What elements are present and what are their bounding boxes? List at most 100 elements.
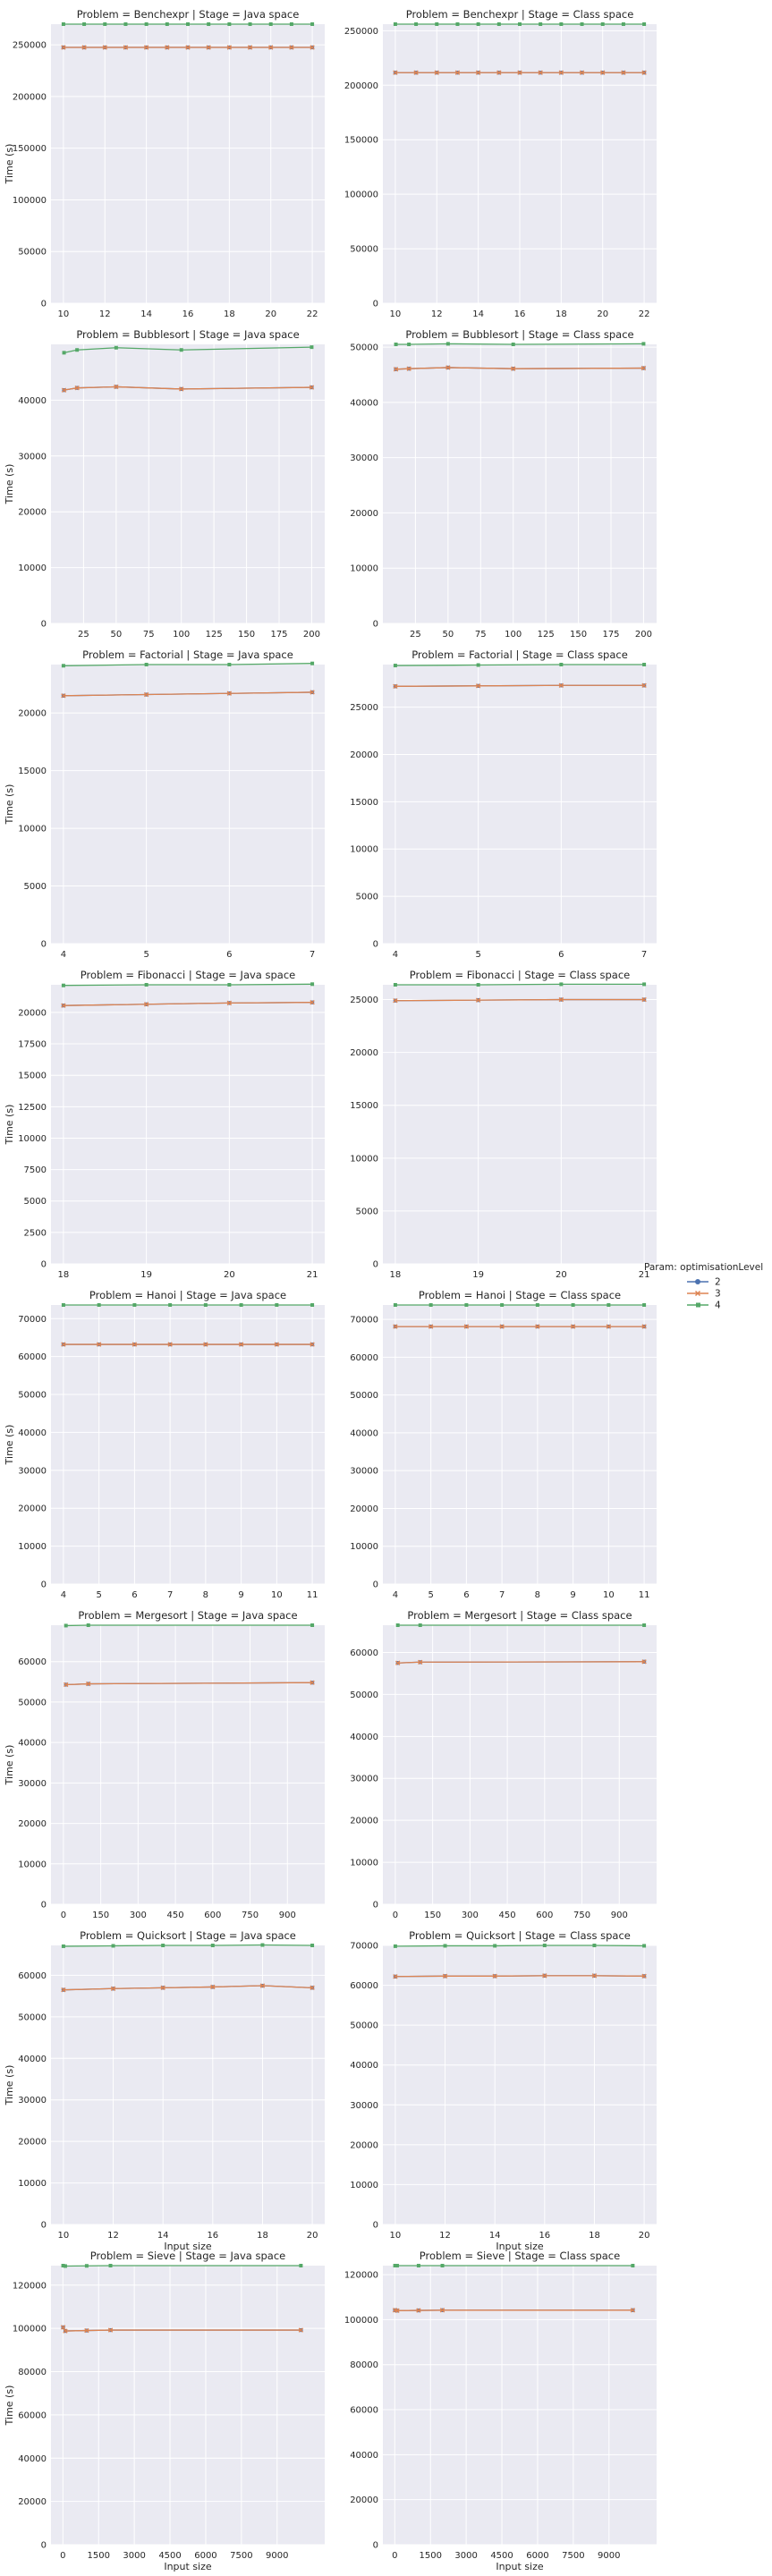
- data-point: [160, 1985, 165, 1991]
- y-tick-label: 70000: [18, 1315, 47, 1325]
- y-tick-label: 30000: [350, 1775, 378, 1784]
- x-tick-label: 300: [130, 1911, 147, 1920]
- data-point: [393, 983, 397, 987]
- data-point: [86, 1623, 90, 1627]
- data-point: [274, 1342, 280, 1347]
- y-tick-label: 0: [373, 940, 378, 950]
- x-tick-label: 50: [442, 630, 454, 640]
- data-point: [454, 70, 461, 75]
- data-point: [61, 1342, 66, 1347]
- y-tick-label: 17500: [18, 1040, 47, 1050]
- x-tick-label: 150: [92, 1911, 109, 1920]
- data-point: [114, 384, 119, 390]
- data-point: [445, 365, 451, 370]
- series-line-4: [63, 663, 313, 666]
- y-tick-label: 25000: [350, 996, 378, 1005]
- x-tick-label: 25: [410, 630, 421, 640]
- y-tick-label: 80000: [350, 2360, 378, 2370]
- series-3: [61, 1983, 315, 1993]
- facet-panel-2: 0 50000 100000 150000 200000 250000 10 12 14 16 18…: [344, 8, 657, 319]
- x-tick-label: 750: [242, 1911, 259, 1920]
- data-point: [203, 1303, 208, 1307]
- x-tick-label: 6: [131, 1590, 137, 1600]
- data-point: [416, 2308, 421, 2313]
- data-point: [538, 70, 543, 75]
- y-tick-label: 20000: [18, 1008, 47, 1018]
- data-point: [226, 45, 233, 50]
- x-tick-label: 4500: [490, 2551, 513, 2561]
- legend-entry-4: 4: [687, 1301, 721, 1311]
- data-point: [445, 342, 450, 346]
- x-tick-label: 150: [570, 630, 587, 640]
- data-point: [110, 1986, 116, 1991]
- facet-panel-3: 0 10000 20000 30000 40000 25 50 75 100 125 150 175 2…: [4, 328, 325, 640]
- data-point: [84, 2327, 89, 2334]
- data-point: [82, 22, 87, 26]
- y-tick-label: 20000: [18, 508, 47, 518]
- y-tick-label: 20000: [18, 1819, 47, 1829]
- data-point: [207, 22, 211, 26]
- data-point: [310, 661, 315, 665]
- data-point: [395, 1623, 400, 1627]
- y-tick-label: 5000: [356, 1207, 378, 1216]
- y-tick-label: 0: [41, 300, 47, 309]
- y-tick-label: 0: [373, 2541, 378, 2551]
- data-point: [642, 1303, 647, 1307]
- y-tick-label: 30000: [18, 1779, 47, 1789]
- y-tick-label: 40000: [350, 1428, 378, 1438]
- data-point: [394, 2264, 399, 2267]
- data-point: [61, 693, 66, 699]
- y-tick-label: 50000: [350, 343, 378, 353]
- data-point: [393, 367, 399, 372]
- y-tick-label: 15000: [350, 798, 378, 808]
- data-point: [63, 2328, 68, 2334]
- data-point: [206, 45, 211, 50]
- x-tick-label: 3000: [454, 2551, 477, 2561]
- data-point: [428, 1303, 433, 1307]
- x-tick-label: 20: [307, 2231, 318, 2241]
- data-point: [61, 2264, 65, 2267]
- data-point: [631, 2264, 635, 2267]
- y-tick-label: 15000: [18, 1072, 47, 1081]
- data-point: [96, 1342, 102, 1347]
- x-tick-label: 4500: [158, 2551, 181, 2561]
- x-tick-label: 75: [475, 630, 487, 640]
- facet-panel-15: 0 20000 40000 60000 80000 100000 120000 0 1500 30…: [4, 2250, 325, 2572]
- data-point: [63, 1682, 69, 1688]
- x-tick-label: 600: [536, 1911, 553, 1920]
- data-point: [268, 22, 273, 26]
- series-line-3: [394, 684, 645, 687]
- data-point: [641, 365, 647, 371]
- x-tick-label: 5: [475, 950, 480, 960]
- series-3: [61, 384, 315, 393]
- data-point: [559, 982, 564, 987]
- y-tick-label: 20000: [350, 1504, 378, 1514]
- data-point: [442, 1973, 448, 1979]
- data-point: [260, 1943, 265, 1947]
- x-axis-label: Input size: [164, 2561, 212, 2572]
- x-tick-label: 3000: [123, 2551, 145, 2561]
- series-3: [61, 1342, 315, 1347]
- data-point: [61, 22, 65, 26]
- y-tick-label: 20000: [350, 750, 378, 760]
- data-point: [61, 1944, 65, 1948]
- series-4: [395, 1623, 647, 1627]
- data-point: [496, 22, 501, 26]
- x-tick-label: 10: [58, 309, 70, 319]
- panel-title: Problem = Benchexpr | Stage = Class spac…: [406, 8, 634, 21]
- x-tick-label: 100: [505, 630, 522, 640]
- panel-title: Problem = Fibonacci | Stage = Class spac…: [410, 969, 630, 981]
- series-4: [61, 2264, 303, 2268]
- data-point: [168, 1303, 173, 1307]
- x-tick-label: 14: [472, 309, 484, 319]
- panel-title: Problem = Quicksort | Stage = Java space: [80, 1929, 296, 1942]
- series-4: [393, 2264, 635, 2267]
- data-point: [641, 1324, 647, 1329]
- data-point: [394, 343, 398, 346]
- data-point: [592, 1944, 597, 1947]
- y-tick-label: 0: [373, 1260, 378, 1270]
- x-tick-label: 16: [207, 2231, 218, 2241]
- x-tick-label: 0: [392, 2551, 397, 2561]
- data-point: [310, 1680, 315, 1685]
- y-tick-label: 60000: [18, 1971, 47, 1981]
